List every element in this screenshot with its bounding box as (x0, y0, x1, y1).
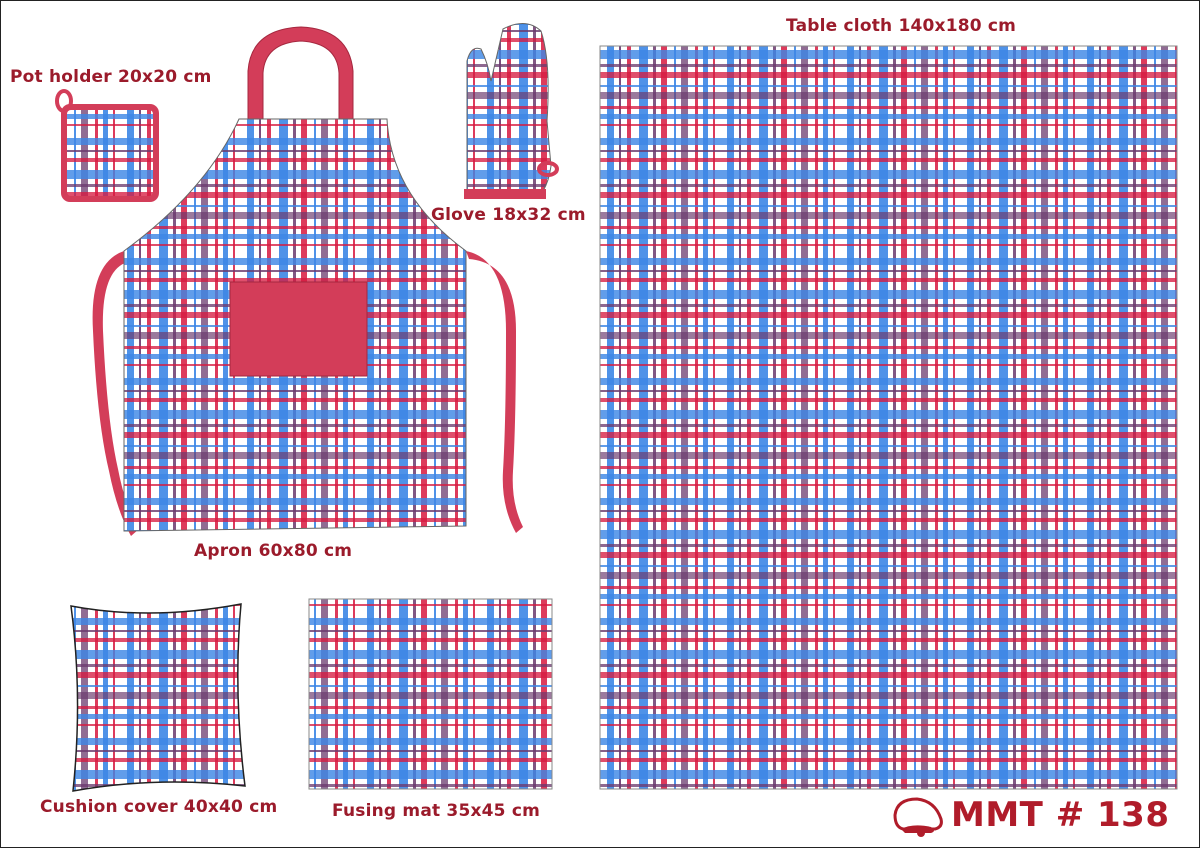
cushion-cover-label: Cushion cover 40x40 cm (40, 797, 278, 817)
glove (464, 23, 559, 199)
fusing-mat (308, 598, 553, 790)
cushion-fabric (71, 604, 245, 791)
apron-label: Apron 60x80 cm (194, 541, 353, 561)
apron-right-tie (466, 251, 523, 533)
table-cloth (599, 45, 1178, 790)
apron-neck-strap (247, 26, 354, 120)
glove-fabric (467, 23, 551, 192)
table-cloth-fabric (599, 45, 1178, 790)
pot-holder-label: Pot holder 20x20 cm (10, 67, 212, 87)
glove-label: Glove 18x32 cm (431, 205, 586, 225)
pot-holder-fabric (67, 110, 153, 196)
brand-text: MMT # 138 (951, 795, 1170, 835)
fusing-mat-label: Fusing mat 35x45 cm (332, 801, 541, 821)
glove-cuff (464, 189, 546, 199)
fusing-mat-fabric (308, 598, 553, 790)
bell-hat-logo-icon (893, 797, 943, 837)
apron-left-tie (92, 251, 139, 536)
cushion-cover (70, 603, 246, 792)
brand-mark: MMT # 138 (891, 793, 1170, 837)
apron-pocket (229, 281, 368, 377)
table-cloth-label: Table cloth 140x180 cm (786, 16, 1017, 36)
glove-loop (537, 161, 559, 177)
apron (92, 26, 523, 536)
pot-holder (55, 89, 159, 202)
